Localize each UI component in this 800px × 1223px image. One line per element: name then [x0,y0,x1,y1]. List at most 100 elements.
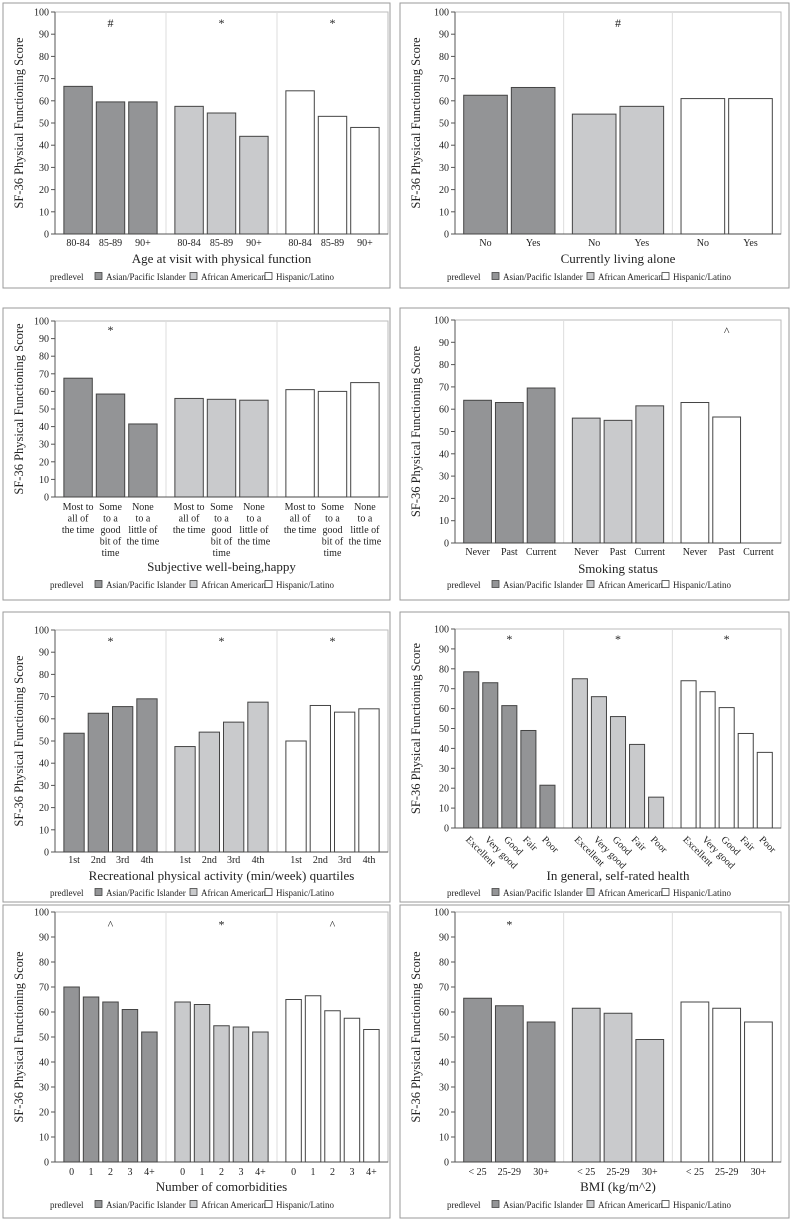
bar [128,423,158,498]
legend-swatch [661,580,670,588]
x-tick-label: Yes [526,238,541,249]
x-tick-label: 2nd [91,855,106,866]
y-tick-label: 70 [439,382,449,393]
y-axis-title: SF-36 Physical Functioning Score [409,37,423,209]
bar [174,105,204,235]
x-tick-label: the time [238,537,271,548]
x-tick-label: 0 [291,1167,296,1178]
x-tick-label: 1st [68,855,80,866]
x-axis-title: Recreational physical activity (min/week… [89,868,355,883]
y-tick-label: 80 [39,958,49,969]
y-tick-label: 0 [44,230,49,241]
bar [213,1025,230,1163]
bar [571,417,601,544]
significance-marker: * [724,632,730,646]
bar [350,126,380,235]
bar [737,732,754,829]
bar [174,746,196,853]
y-axis-title: SF-36 Physical Functioning Score [12,323,26,495]
y-tick-label: 90 [439,644,449,655]
bar [324,1010,341,1163]
legend-swatch [264,272,273,280]
y-tick-label: 100 [34,8,49,19]
legend-label: Hispanic/Latino [673,272,731,282]
y-tick-label: 10 [439,516,449,527]
x-tick-label: 1 [311,1167,316,1178]
y-tick-label: 60 [439,405,449,416]
x-tick-label: the time [173,525,206,536]
y-tick-label: 20 [39,1108,49,1119]
legend-swatch [264,1200,273,1208]
bar [482,682,499,829]
x-tick-label: 25-29 [606,1167,629,1178]
x-tick-label: bit of [211,537,233,548]
bar [174,397,204,498]
bar [680,1001,710,1163]
chart-panel-2: 0 10 20 30 40 50 60 70 80 90 100 SF-36 Physical Fun… [399,2,790,289]
bar [590,696,607,829]
y-tick-label: 100 [34,626,49,637]
x-tick-label: Most to [174,502,205,513]
legend-label: Hispanic/Latino [276,1200,334,1210]
bar [223,721,245,853]
legend-label: Asian/Pacific Islander [106,888,186,898]
x-tick-label: good [212,525,232,536]
x-tick-label: 85-89 [99,238,122,249]
x-tick-label: Yes [635,238,650,249]
x-tick-label: 3rd [116,855,129,866]
x-tick-label: 2 [330,1167,335,1178]
y-tick-label: 80 [439,52,449,63]
x-tick-label: None [354,502,376,513]
x-tick-label: Yes [743,238,758,249]
bar [95,101,126,235]
x-tick-label: Past [718,547,735,558]
chart-panel-8: 0 10 20 30 40 50 60 70 80 90 100 SF-36 Physical Fun… [399,904,790,1219]
y-axis-title: SF-36 Physical Functioning Score [12,655,26,827]
bar [317,115,348,235]
x-tick-label: No [697,238,709,249]
y-tick-label: 50 [439,1033,449,1044]
x-tick-label: 2 [219,1167,224,1178]
y-tick-label: 80 [439,958,449,969]
legend-swatch [264,888,273,896]
x-tick-label: Some [321,502,344,513]
x-tick-label: Current [743,547,774,558]
significance-marker: * [219,16,225,30]
x-tick-label: 3rd [227,855,240,866]
bar [603,419,633,544]
y-tick-label: 40 [39,141,49,152]
x-tick-label: Never [683,547,708,558]
y-tick-label: 30 [439,1083,449,1094]
y-tick-label: 20 [439,1108,449,1119]
legend-swatch [491,580,500,588]
y-tick-label: 40 [439,1058,449,1069]
y-tick-label: 10 [439,1133,449,1144]
legend-label: Asian/Pacific Islander [106,580,186,590]
bar [239,135,269,235]
legend-label: Hispanic/Latino [673,888,731,898]
bar [680,680,697,829]
x-tick-label: 2nd [202,855,217,866]
x-tick-label: Past [501,547,518,558]
x-tick-label: to a [136,514,151,525]
y-tick-label: 30 [439,163,449,174]
legend-swatch [189,272,198,280]
legend-swatch [94,580,103,588]
y-tick-label: 20 [39,185,49,196]
significance-marker: * [330,16,336,30]
y-tick-label: 70 [439,74,449,85]
bar [239,399,269,498]
y-axis-title: SF-36 Physical Functioning Score [409,642,423,814]
legend-label: African American [201,888,266,898]
significance-marker: # [615,16,621,30]
bar [102,1001,119,1163]
bar [309,704,332,853]
bar [520,729,537,829]
y-tick-label: 90 [439,933,449,944]
x-tick-label: 90+ [357,238,373,249]
y-tick-label: 10 [39,475,49,486]
bar [501,705,518,829]
x-tick-label: 80-84 [66,238,89,249]
legend-label: African American [201,580,266,590]
